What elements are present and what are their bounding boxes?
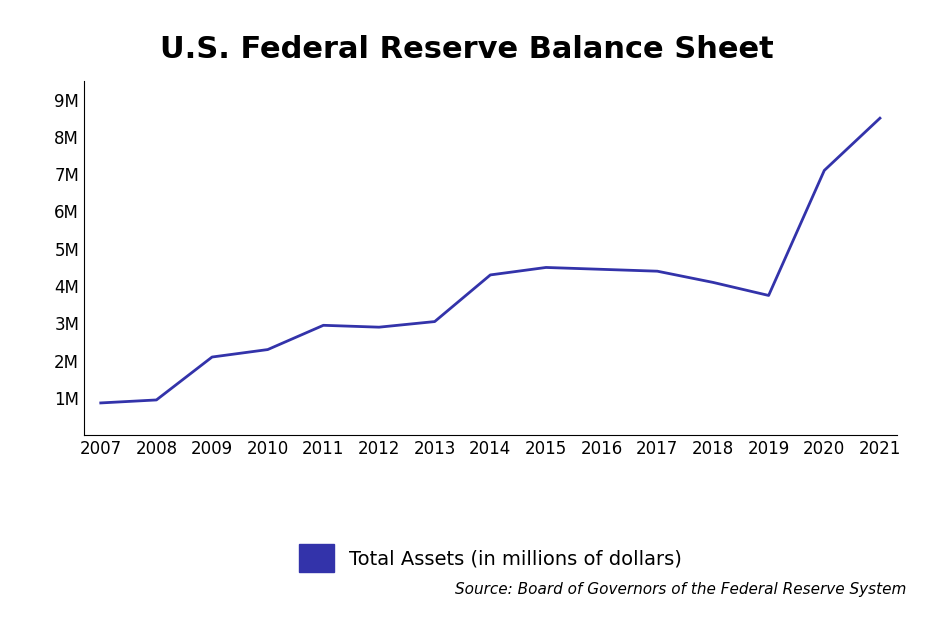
Text: U.S. Federal Reserve Balance Sheet: U.S. Federal Reserve Balance Sheet — [160, 35, 774, 64]
Legend: Total Assets (in millions of dollars): Total Assets (in millions of dollars) — [299, 544, 682, 572]
Text: Source: Board of Governors of the Federal Reserve System: Source: Board of Governors of the Federa… — [455, 582, 906, 597]
